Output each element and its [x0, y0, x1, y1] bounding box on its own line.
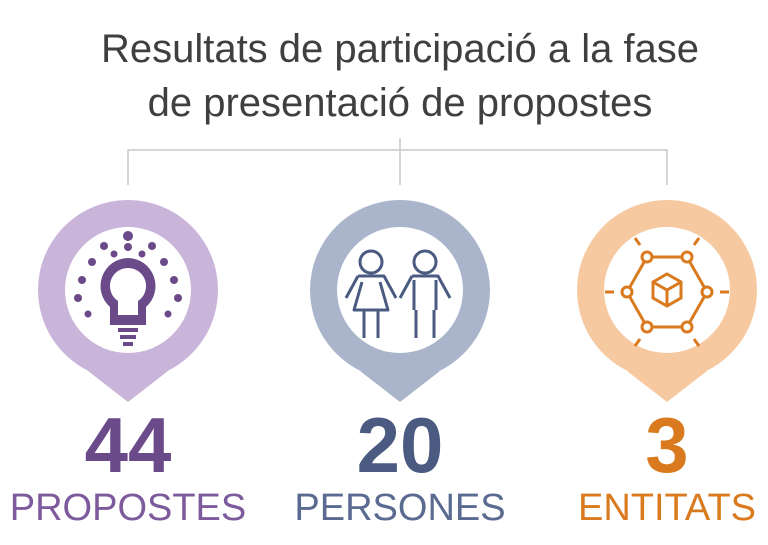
pin-entitats	[577, 200, 757, 402]
count-label: PERSONES	[294, 487, 505, 529]
connector	[127, 138, 668, 185]
pin-persones	[310, 200, 490, 402]
title-line: de presentació de propostes	[148, 81, 653, 125]
count-label: ENTITATS	[578, 487, 756, 529]
count: 44	[85, 401, 172, 489]
count: 20	[357, 401, 444, 489]
count-label: PROPOSTES	[10, 487, 247, 529]
pin-propostes	[38, 200, 218, 402]
count: 3	[645, 401, 688, 489]
title-line: Resultats de participació a la fase	[101, 27, 699, 71]
